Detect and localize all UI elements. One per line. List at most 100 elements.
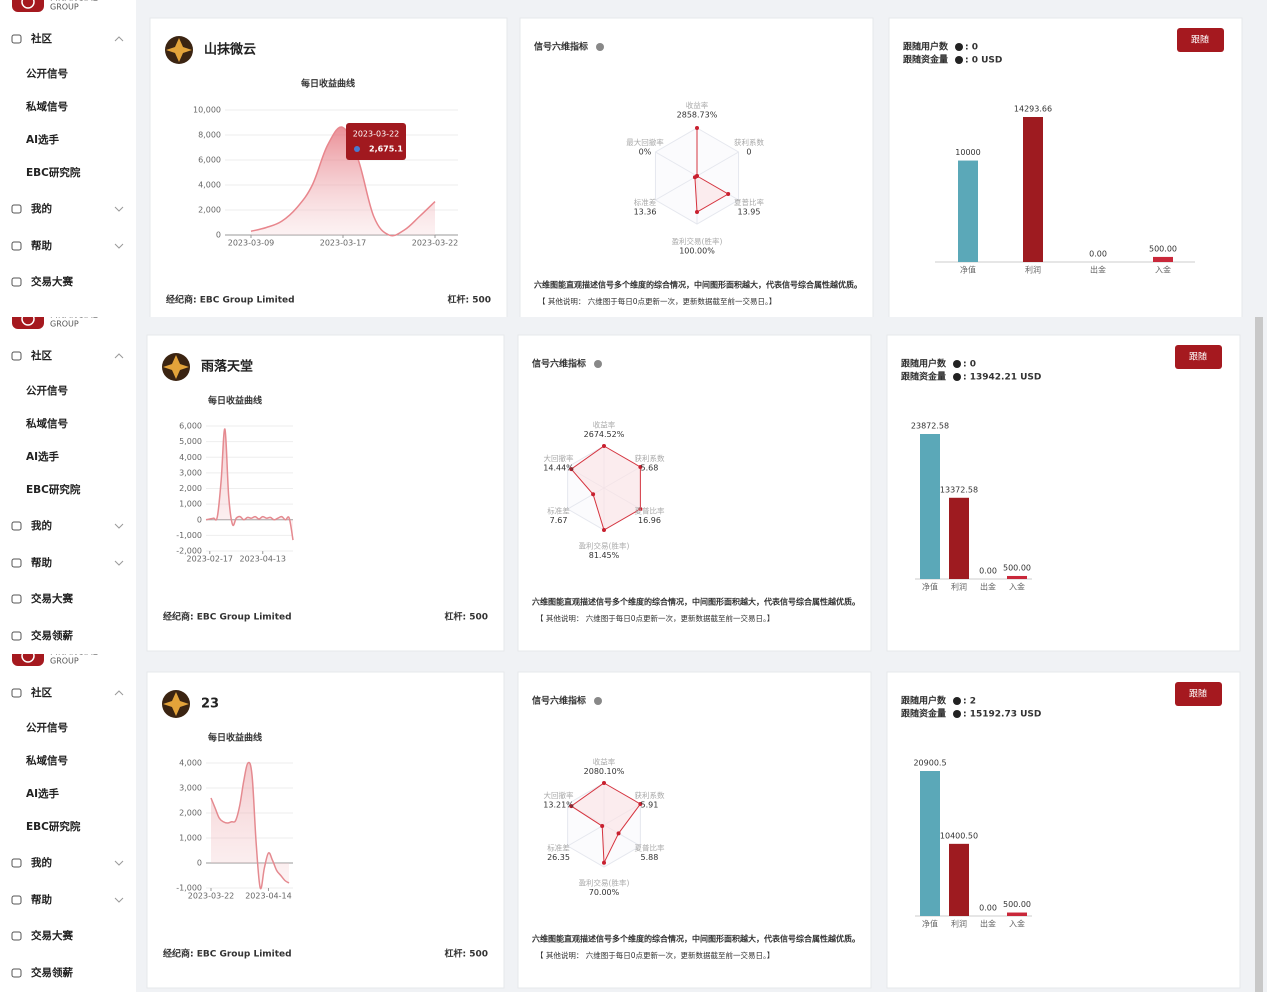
chevron: [114, 523, 124, 529]
x-tick-label: 2023-03-17: [320, 239, 367, 248]
radar-axis-name: 大回撤率: [544, 790, 574, 800]
radar-axis-name: 夏普比率: [734, 197, 764, 207]
menu-item[interactable]: 我的: [31, 856, 52, 869]
bar-category: 利润: [951, 582, 967, 592]
y-tick-label: 3,000: [179, 784, 202, 793]
trader-name: 山抹微云: [204, 42, 256, 58]
radar-axis-value: 13.36: [634, 208, 657, 217]
y-tick-label: -1,000: [176, 884, 202, 893]
radar-title: 信号六维指标: [532, 695, 586, 707]
help-icon: [953, 373, 961, 381]
brand-text: FINANCIAL: [50, 311, 98, 321]
menu-item[interactable]: 私域信号: [25, 417, 68, 430]
radar-spoke: [696, 151, 739, 177]
menu-item[interactable]: EBC研究院: [26, 166, 81, 179]
brand-text: GROUP: [50, 3, 79, 12]
radar-axis-value: 0: [746, 148, 751, 157]
menu-item[interactable]: 帮助: [31, 893, 52, 906]
x-tick-label: 2023-04-14: [245, 892, 292, 901]
y-tick-label: -2,000: [176, 547, 202, 556]
radar-point: [638, 507, 643, 511]
y-tick-label: 0: [216, 231, 221, 240]
chevron: [114, 897, 124, 903]
logo: [12, 654, 44, 666]
bar-value-label: 10000: [955, 148, 980, 157]
radar-point: [602, 528, 606, 532]
y-tick-label: 2,000: [198, 206, 221, 215]
radar-axis-value: 2858.73%: [677, 111, 718, 120]
menu-item[interactable]: 私域信号: [25, 100, 68, 113]
menu-item[interactable]: EBC研究院: [26, 820, 81, 833]
radar-axis-name: 收益率: [593, 757, 616, 767]
bar: [920, 771, 940, 916]
menu-item[interactable]: AI选手: [26, 787, 60, 800]
bar-category: 出金: [1090, 265, 1106, 275]
menu-icon: [11, 558, 22, 568]
bar-value-label: 10400.50: [940, 831, 978, 840]
bar-category: 入金: [1009, 919, 1025, 929]
logo-mark: [21, 654, 35, 663]
menu-item[interactable]: 公开信号: [26, 67, 68, 80]
menu-item[interactable]: 我的: [31, 519, 52, 532]
follow-button-text[interactable]: 跟随: [1189, 351, 1207, 363]
brand-text: FINANCIAL: [50, 0, 98, 4]
follow-value: : 0: [963, 360, 976, 370]
help-icon: [594, 697, 602, 705]
logo-mark: [21, 317, 35, 326]
radar-axis-name: 夏普比率: [634, 505, 664, 515]
radar-note: 【 其他说明： 六维图于每日0点更新一次，更新数据截至前一交易日。】: [536, 950, 774, 960]
menu-item[interactable]: 私域信号: [25, 754, 68, 767]
follow-button[interactable]: [1175, 345, 1222, 369]
menu-item[interactable]: 我的: [31, 202, 52, 215]
follow-button[interactable]: [1177, 28, 1224, 52]
y-tick-label: 3,000: [179, 468, 202, 477]
tooltip-dot: [354, 146, 360, 152]
line: [250, 126, 436, 237]
bar-value-label: 23872.58: [911, 422, 949, 431]
radar-axis-name: 获利系数: [734, 137, 764, 147]
follow-label: 跟随资金量: [901, 371, 946, 383]
menu-icon: [11, 204, 22, 214]
leverage: 杠杆: 500: [444, 948, 488, 960]
radar-axis-name: 盈利交易(胜率): [579, 878, 630, 888]
bar-category: 利润: [1025, 265, 1041, 275]
radar-description: 六维图能直观描述信号多个维度的综合情况，中间图形面积越大，代表信号综合属性越优质…: [532, 597, 860, 607]
follow-button[interactable]: [1175, 682, 1222, 706]
chevron: [114, 36, 124, 42]
menu-item[interactable]: 公开信号: [26, 384, 68, 397]
radar-axis-name: 夏普比率: [634, 842, 664, 852]
follow-button-text[interactable]: 跟随: [1189, 688, 1207, 700]
radar-axis-value: 5.68: [641, 463, 659, 472]
y-tick-label: 6,000: [179, 422, 202, 431]
menu-item[interactable]: 帮助: [31, 239, 52, 252]
menu-item[interactable]: 社区: [30, 686, 52, 699]
bar-value-label: 0.00: [979, 904, 997, 913]
tooltip: [346, 123, 406, 160]
menu-item[interactable]: 社区: [30, 32, 52, 45]
menu-item[interactable]: 公开信号: [26, 721, 68, 734]
menu-item[interactable]: AI选手: [26, 450, 60, 463]
menu-item[interactable]: EBC研究院: [26, 483, 81, 496]
avatar-star: [163, 692, 189, 716]
y-tick-label: 5,000: [179, 437, 202, 446]
bar-category: 入金: [1009, 582, 1025, 592]
bar: [1153, 256, 1173, 262]
radar-point: [600, 824, 605, 829]
menu-item[interactable]: AI选手: [26, 133, 60, 146]
radar-axis-name: 获利系数: [634, 453, 664, 463]
menu-item[interactable]: 交易大赛: [31, 929, 73, 942]
radar-title: 信号六维指标: [534, 41, 588, 53]
help-icon: [955, 56, 963, 64]
menu-item[interactable]: 帮助: [31, 556, 52, 569]
menu-item[interactable]: 交易领薪: [31, 966, 73, 979]
menu-item[interactable]: 交易大赛: [31, 275, 73, 288]
menu-item[interactable]: 社区: [30, 349, 52, 362]
follow-button-text[interactable]: 跟随: [1191, 34, 1209, 46]
radar-axis-value: 70.00%: [589, 888, 620, 897]
trader-name: 雨落天堂: [201, 359, 253, 375]
menu-item[interactable]: 交易大赛: [31, 592, 73, 605]
avatar-star: [166, 38, 192, 62]
menu-item[interactable]: 交易领薪: [31, 629, 73, 642]
